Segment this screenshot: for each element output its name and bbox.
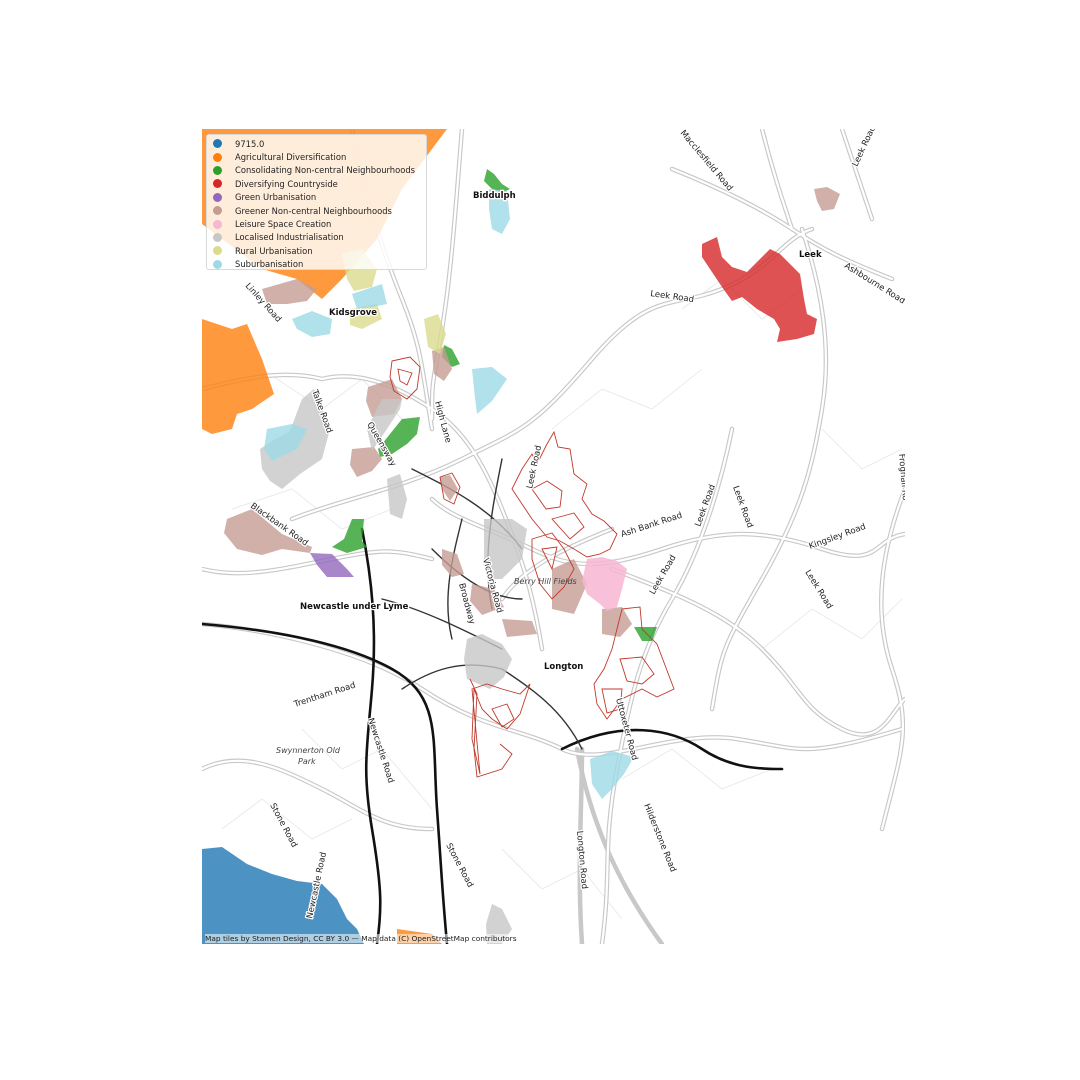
legend-swatch <box>213 206 222 216</box>
place-label-swynnerton-park: Park <box>298 757 316 766</box>
place-label-kidsgrove: Kidsgrove <box>329 308 377 318</box>
legend-item: Greener Non-central Neighbourhoods <box>213 204 426 217</box>
region-greener-non-central[interactable] <box>440 475 458 501</box>
road-label-leek-c: Leek Road <box>525 445 544 490</box>
legend-item: Rural Urbanisation <box>213 244 426 257</box>
legend-swatch <box>213 219 222 229</box>
region-localised-industrialisation[interactable] <box>484 519 527 579</box>
major-roads <box>202 129 905 944</box>
legend-label: Diversifying Countryside <box>235 178 338 189</box>
region-greener-non-central[interactable] <box>814 187 840 211</box>
legend-swatch <box>213 179 222 189</box>
road-label-trentham: Trentham Road <box>292 681 357 711</box>
region-greener-non-central[interactable] <box>602 607 632 637</box>
region-green-urbanisation[interactable] <box>310 553 354 577</box>
region-suburbanisation[interactable] <box>292 311 332 337</box>
region-diversifying-countryside[interactable] <box>702 237 817 342</box>
road-label-stone-rd2: Stone Road <box>443 842 475 890</box>
legend-label: Agricultural Diversification <box>235 152 347 163</box>
legend-label: Greener Non-central Neighbourhoods <box>235 205 392 216</box>
place-label-newcastle: Newcastle under Lyme <box>300 602 409 612</box>
region-suburbanisation[interactable] <box>489 189 510 234</box>
legend-swatch <box>213 259 222 269</box>
region-greener-non-central[interactable] <box>262 279 317 304</box>
road-label-newcastle-rd: Newcastle Road <box>365 717 395 785</box>
legend-label: 9715.0 <box>235 138 265 149</box>
legend-item: Consolidating Non-central Neighbourhoods <box>213 164 426 177</box>
legend-item: Agricultural Diversification <box>213 150 426 163</box>
legend-swatch <box>213 232 222 242</box>
road-label-leek-ne: Leek Road <box>851 129 879 168</box>
outlined-boundaries <box>389 356 675 778</box>
region-rural-urbanisation[interactable] <box>350 304 382 329</box>
region-consolidating-non-central[interactable] <box>378 417 420 457</box>
road-label-stone-rd: Stone Road <box>267 802 299 850</box>
road-label-leek-far-se: Leek Road <box>802 568 834 611</box>
legend-label: Consolidating Non-central Neighbourhoods <box>235 165 416 176</box>
legend-swatch <box>213 165 222 175</box>
legend-swatch <box>213 192 222 202</box>
legend-item: Green Urbanisation <box>213 191 426 204</box>
region-greener-non-central[interactable] <box>432 347 452 381</box>
legend-swatch <box>213 152 222 162</box>
legend-item: Diversifying Countryside <box>213 177 426 190</box>
region-localised-industrialisation[interactable] <box>367 399 402 451</box>
road-label-ashbourne: Ashbourne Road <box>842 261 905 306</box>
map-legend: 9715.0 Agricultural Diversification Consol… <box>206 134 427 270</box>
place-label-berry-hill: Berry Hill Fields <box>514 577 577 586</box>
region-greener-non-central[interactable] <box>502 619 537 637</box>
region-9715[interactable] <box>202 847 364 944</box>
place-label-swynnerton: Swynnerton Old <box>276 746 341 755</box>
region-consolidating-non-central[interactable] <box>332 519 367 553</box>
region-suburbanisation[interactable] <box>472 367 507 414</box>
region-leisure-space-creation[interactable] <box>582 557 627 611</box>
region-localised-industrialisation[interactable] <box>387 474 407 519</box>
legend-item: Localised Industrialisation <box>213 231 426 244</box>
region-localised-industrialisation[interactable] <box>464 634 512 689</box>
region-greener-non-central[interactable] <box>350 447 382 477</box>
road-label-ash-bank: Ash Bank Road <box>620 511 684 540</box>
region-greener-non-central[interactable] <box>552 559 587 614</box>
region-suburbanisation[interactable] <box>590 751 634 799</box>
place-label-leek: Leek <box>799 250 822 260</box>
legend-swatch <box>213 246 222 256</box>
region-agricultural-diversification[interactable] <box>202 319 274 434</box>
map-attribution: Map tiles by Stamen Design, CC BY 3.0 — … <box>205 934 517 943</box>
legend-label: Leisure Space Creation <box>235 219 332 230</box>
road-label-longton-rd: Longton Road <box>574 830 589 889</box>
legend-label: Rural Urbanisation <box>235 245 313 256</box>
place-label-longton: Longton <box>544 662 583 672</box>
road-label-froghall: Froghall Ro <box>896 453 905 501</box>
region-consolidating-non-central[interactable] <box>484 169 510 193</box>
region-suburbanisation[interactable] <box>352 284 387 309</box>
legend-item: Suburbanisation <box>213 258 426 271</box>
legend-label: Green Urbanisation <box>235 192 317 203</box>
legend-label: Localised Industrialisation <box>235 232 344 243</box>
region-suburbanisation[interactable] <box>264 424 307 461</box>
legend-label: Suburbanisation <box>235 259 304 270</box>
legend-swatch <box>213 139 222 149</box>
road-label-leek-e2: Leek Road <box>730 485 754 530</box>
region-greener-non-central[interactable] <box>442 549 464 577</box>
road-label-hilderstone: Hilderstone Road <box>641 802 678 873</box>
region-rural-urbanisation[interactable] <box>424 314 446 354</box>
legend-item: 9715.0 <box>213 137 426 150</box>
place-label-biddulph: Biddulph <box>473 191 516 201</box>
region-greener-non-central[interactable] <box>470 584 504 615</box>
region-consolidating-non-central[interactable] <box>634 627 657 641</box>
legend-item: Leisure Space Creation <box>213 217 426 230</box>
region-greener-non-central[interactable] <box>224 509 312 555</box>
road-label-kingsley: Kingsley Road <box>808 522 868 552</box>
